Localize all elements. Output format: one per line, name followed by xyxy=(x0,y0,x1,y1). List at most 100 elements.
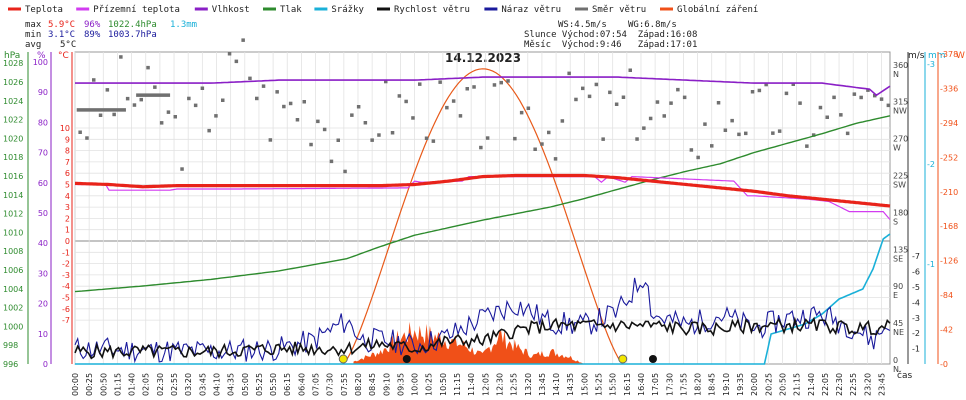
stats-avg-temp: 5°C xyxy=(60,40,76,50)
hpa-tick-9: 1014 xyxy=(3,191,23,200)
wind-dir-dot xyxy=(682,95,687,100)
info-ws: WS:4.5m/s xyxy=(558,20,607,30)
axis-title-mm: mm xyxy=(928,51,946,61)
ms-tick-1: -2 xyxy=(912,329,920,338)
stats-max-temp: 5.9°C xyxy=(48,20,75,30)
stats-min-hum: 89% xyxy=(84,30,101,40)
pct-tick-10: 100 xyxy=(33,58,48,67)
dir-tick-7: 315 xyxy=(893,98,908,107)
ms-tick-3: -4 xyxy=(912,298,920,307)
time-tick-7: 02:55 xyxy=(170,373,179,396)
wind-dir-dot xyxy=(207,128,211,133)
chart-title: 14.12.2023 xyxy=(445,51,521,65)
wind-dir-dot xyxy=(85,136,89,140)
wind-dir-dot xyxy=(744,131,748,136)
wind-dir-dot xyxy=(805,144,809,148)
dir-tick-3: 135 xyxy=(893,245,908,254)
legend-label-2: Vlhkost xyxy=(212,5,250,15)
radiation-area xyxy=(353,321,585,364)
time-tick-44: 18:20 xyxy=(694,373,703,396)
wind-dir-dot xyxy=(764,82,768,87)
w-tick-0: -0 xyxy=(940,360,948,369)
sunrise-marker xyxy=(338,354,348,364)
hpa-tick-13: 1022 xyxy=(3,116,23,125)
temp-tick-3: -4 xyxy=(62,282,70,291)
hpa-tick-12: 1020 xyxy=(3,134,23,143)
hpa-tick-5: 1006 xyxy=(3,266,23,275)
wind-dir-dot xyxy=(560,119,565,123)
wind-dir-dot xyxy=(343,169,347,174)
wind-dir-dot xyxy=(832,95,836,100)
wind-dir-dot xyxy=(845,131,850,136)
wind-dir-dot xyxy=(309,142,313,147)
wind-dir-dot xyxy=(159,121,164,125)
temp-tick-11: 4 xyxy=(65,192,70,201)
wind-dir-dot xyxy=(418,82,422,86)
time-tick-48: 20:00 xyxy=(750,373,759,396)
wind-dir-dot xyxy=(628,68,632,72)
time-tick-6: 02:30 xyxy=(156,373,165,396)
wind-dir-dot xyxy=(791,82,795,86)
time-tick-33: 13:45 xyxy=(538,373,547,396)
w-tick-4: -168 xyxy=(940,222,958,231)
hpa-tick-4: 1004 xyxy=(3,285,23,294)
series-line-rain xyxy=(75,233,891,365)
wind-dir-dot xyxy=(132,103,137,107)
ms-tick-2: -3 xyxy=(912,314,920,323)
time-tick-12: 05:00 xyxy=(241,373,250,396)
wind-dir-dot xyxy=(112,112,116,117)
dir-tick-8: 360 xyxy=(893,61,908,70)
axis-title-degc: °C xyxy=(58,51,69,61)
wind-dir-dot xyxy=(92,78,96,82)
chart-legend: Teplota Přízemní teplota Vlhkost Tlak Srážky… xyxy=(8,5,758,15)
wind-dir-dot xyxy=(356,105,361,109)
wind-dir-dot xyxy=(784,91,789,96)
wind-dir-dot xyxy=(642,126,646,130)
wind-dir-dot xyxy=(261,84,266,88)
wind-dir-dot xyxy=(513,136,517,141)
temp-tick-17: 10 xyxy=(60,124,70,133)
series-line-wind-speed xyxy=(74,316,891,360)
dir-tick-label-3: SE xyxy=(893,254,903,263)
wind-dir-dot xyxy=(547,130,551,135)
temp-tick-15: 8 xyxy=(65,147,70,156)
stats-min-temp: 3.1°C xyxy=(48,30,75,40)
wind-dir-dot xyxy=(221,98,225,102)
wind-dir-dot xyxy=(370,138,374,142)
series-line-humidity xyxy=(75,76,891,97)
wind-dir-dot xyxy=(166,110,171,114)
time-tick-50: 20:50 xyxy=(778,373,787,396)
hpa-tick-16: 1028 xyxy=(3,59,23,68)
legend-label-6: Náraz větru xyxy=(501,5,561,15)
wind-dir-dot xyxy=(153,85,157,89)
wind-dir-dot xyxy=(438,80,442,84)
pct-tick-8: 80 xyxy=(38,118,48,127)
wind-dir-dot xyxy=(76,108,126,112)
time-tick-26: 10:50 xyxy=(439,373,448,396)
wind-dir-dot xyxy=(492,83,497,87)
info-block: WS:4.5m/s WG:6.8m/s Slunce Východ:07:54 … xyxy=(524,20,697,50)
time-tick-34: 14:10 xyxy=(552,373,561,396)
wind-dir-dot xyxy=(451,99,456,103)
wind-dir-dot xyxy=(214,114,218,118)
wind-dir-dot xyxy=(798,101,802,105)
time-tick-11: 04:35 xyxy=(227,373,236,396)
wind-dir-dot xyxy=(608,90,612,95)
stats-max-label: max xyxy=(25,20,42,30)
time-tick-31: 12:55 xyxy=(510,373,519,396)
wind-dir-dot xyxy=(621,95,626,99)
wind-dir-dot xyxy=(234,59,239,64)
series-line-pressure xyxy=(74,115,891,293)
wind-dir-dot xyxy=(445,105,449,110)
ms-tick-6: -7 xyxy=(912,252,920,261)
wind-dir-dot xyxy=(322,127,327,132)
time-tick-5: 02:05 xyxy=(142,373,151,396)
w-tick-8: -336 xyxy=(940,84,958,93)
wind-dir-dot xyxy=(669,101,673,105)
time-tick-27: 11:15 xyxy=(453,373,462,396)
wind-dir-dot xyxy=(295,118,300,122)
axis-titles: hPa % °C m/s mm W čas xyxy=(4,51,965,381)
time-tick-46: 19:10 xyxy=(722,373,731,396)
temp-tick-16: 9 xyxy=(65,135,70,144)
wind-dir-dot xyxy=(519,110,524,115)
